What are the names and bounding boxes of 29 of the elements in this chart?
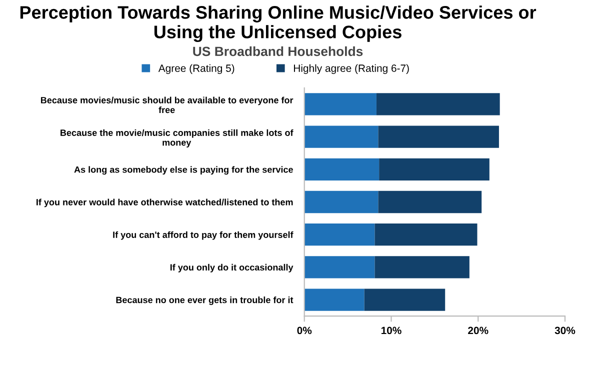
bar bbox=[304, 126, 378, 148]
bar bbox=[364, 288, 446, 311]
bar bbox=[379, 158, 490, 180]
bar bbox=[378, 190, 482, 214]
bar bbox=[378, 126, 499, 148]
y-tick-label: Because no one ever gets in trouble for it bbox=[116, 296, 294, 305]
bar bbox=[304, 256, 375, 278]
bar bbox=[376, 93, 500, 116]
bar bbox=[304, 224, 375, 246]
bar bbox=[374, 256, 470, 278]
y-tick-label: Because movies/music should be available to everyone for free bbox=[41, 96, 294, 114]
legend-label: Agree (Rating 5) bbox=[158, 64, 234, 74]
bar bbox=[304, 190, 378, 214]
x-tick-label: 10% bbox=[381, 326, 402, 334]
chart-subtitle: US Broadband Households bbox=[193, 46, 363, 56]
x-tick-label: 20% bbox=[468, 326, 488, 334]
bar bbox=[304, 158, 380, 180]
x-tick-label: 0% bbox=[297, 326, 312, 334]
bar bbox=[304, 93, 376, 116]
y-tick-label: If you never would have otherwise watched/listened to them bbox=[36, 198, 293, 208]
bar bbox=[304, 288, 364, 311]
chart-title: Perception Towards Sharing Online Music/Video Services or Using the Unlicensed Copies bbox=[20, 6, 536, 42]
y-tick-label: As long as somebody else is paying for the service bbox=[74, 166, 293, 175]
y-tick-label: If you can't afford to pay for them yourself bbox=[113, 231, 294, 240]
y-tick-label: If you only do it occasionally bbox=[170, 264, 294, 272]
legend-label: Highly agree (Rating 6-7) bbox=[294, 64, 409, 74]
bar bbox=[374, 224, 478, 246]
y-tick-label: Because the movie/music companies still make lots of money bbox=[60, 129, 294, 148]
x-tick-label: 30% bbox=[554, 326, 576, 334]
